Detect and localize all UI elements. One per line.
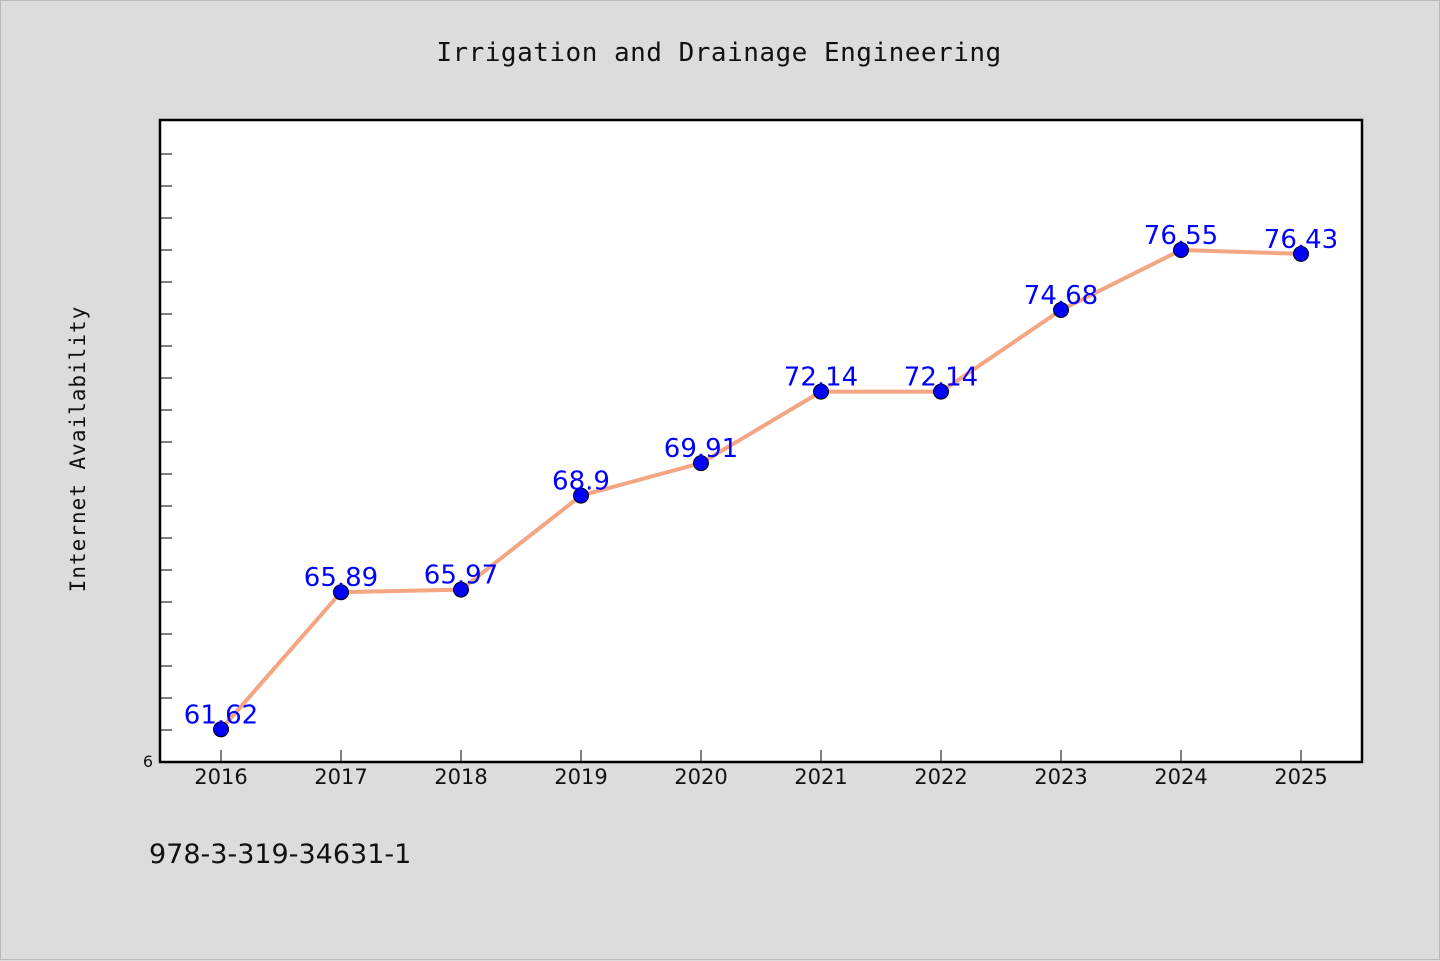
footer-note: 978-3-319-34631-1 [149, 839, 411, 870]
x-tick-label: 2024 [1154, 765, 1207, 789]
y-axis-ticks [160, 153, 172, 731]
x-tick-label: 2021 [794, 765, 847, 789]
x-tick-label: 2019 [554, 765, 607, 789]
data-point [1053, 302, 1069, 318]
data-label: 76.55 [1144, 221, 1218, 251]
x-axis-ticks: 2016 2017 2018 2019 2020 2021 2022 2023 2024 2025 [194, 750, 1328, 789]
data-label: 65.97 [424, 561, 498, 591]
y-axis-label: Internet Availability [66, 306, 90, 593]
x-tick-label: 2023 [1034, 765, 1087, 789]
x-tick-label: 2020 [674, 765, 727, 789]
series-layer: 61.62 65.89 65.97 68.9 69.91 72.14 72.14 74.68 7… [184, 221, 1338, 738]
x-tick-label: 2016 [194, 765, 247, 789]
data-point [573, 487, 589, 504]
data-label: 65.89 [304, 563, 378, 593]
data-point [693, 455, 709, 472]
x-tick-label: 2025 [1274, 765, 1327, 789]
data-label: 68.9 [552, 467, 610, 497]
data-point [453, 581, 469, 598]
series-line [219, 248, 1303, 732]
y-tick-label: 6 [143, 752, 153, 771]
data-point [213, 721, 229, 738]
data-point [1173, 242, 1189, 258]
x-tick-label: 2022 [914, 765, 967, 789]
data-label: 61.62 [184, 700, 258, 730]
data-label: 69.91 [664, 434, 738, 464]
data-label: 72.14 [904, 363, 978, 393]
plot-frame [158, 118, 1364, 764]
data-point [333, 584, 349, 601]
chart-title: Irrigation and Drainage Engineering [436, 38, 1001, 68]
data-label: 72.14 [784, 363, 858, 393]
data-label: 74.68 [1024, 281, 1098, 311]
plot-area [160, 120, 1362, 762]
x-tick-label: 2017 [314, 765, 367, 789]
data-point [933, 383, 949, 400]
x-tick-label: 2018 [434, 765, 487, 789]
data-point [813, 383, 829, 400]
data-point [1293, 245, 1309, 262]
data-label: 76.43 [1264, 225, 1338, 255]
